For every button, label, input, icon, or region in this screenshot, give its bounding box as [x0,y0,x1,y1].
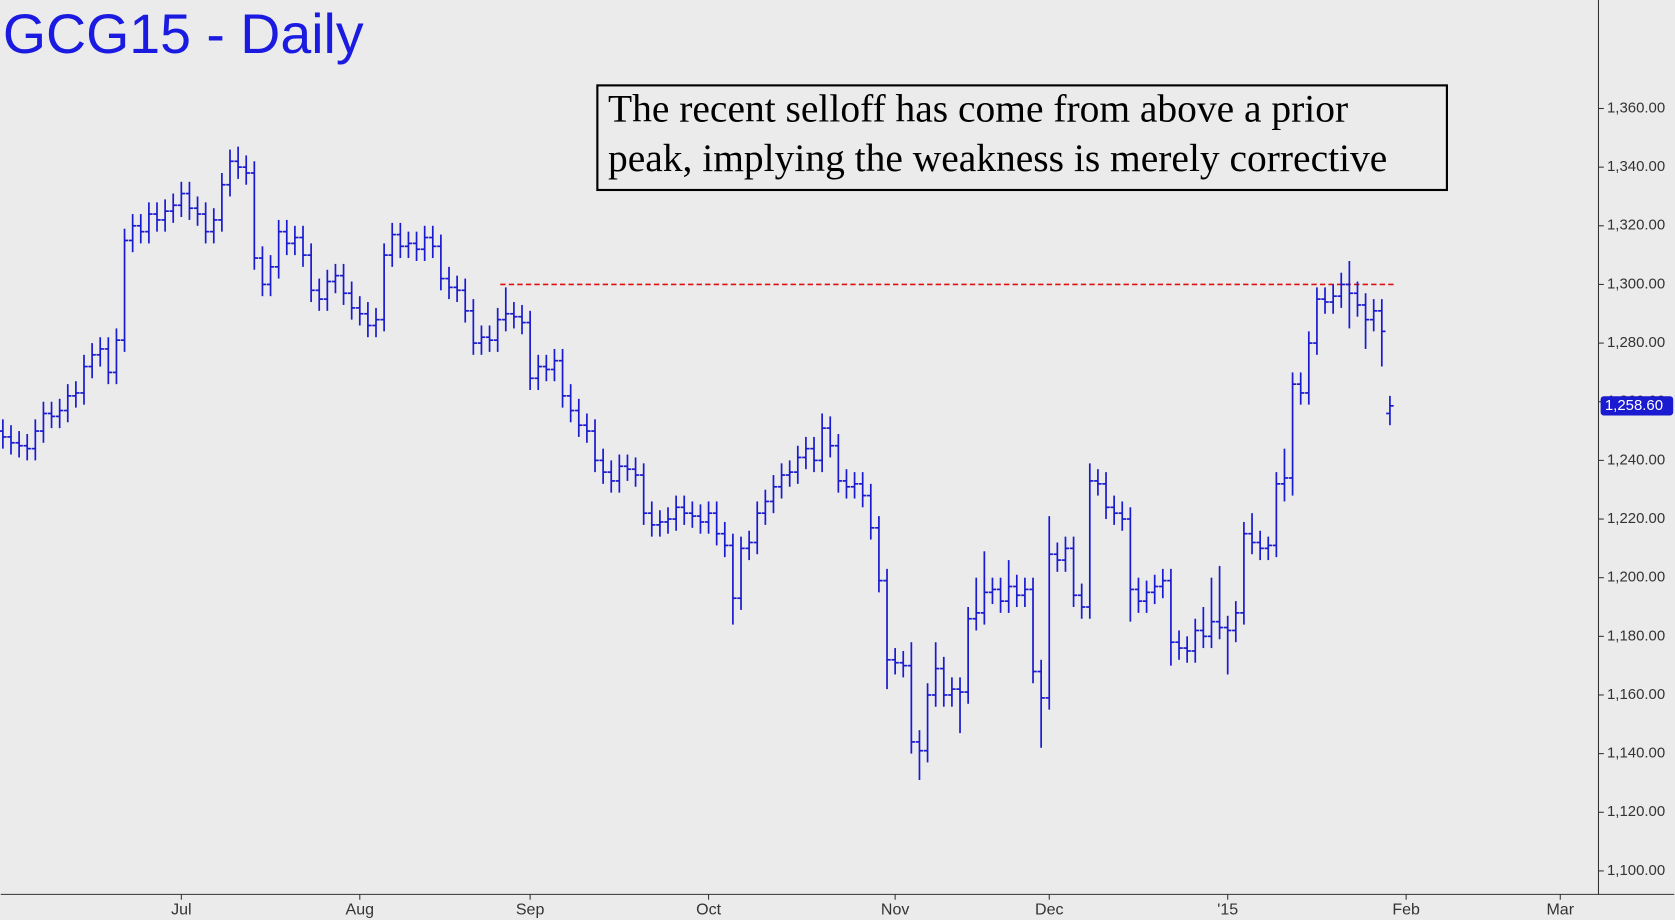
last-price-box [1600,396,1674,416]
y-tick-label: 1,200.00 [1607,569,1665,586]
annotation-box [596,84,1448,192]
annotation-line: peak, implying the weakness is merely co… [608,136,1387,180]
x-tick-label: Nov [881,902,909,919]
x-tick-label: Mar [1546,902,1574,919]
x-tick-label: Sep [516,902,545,919]
y-tick-label: 1,220.00 [1607,510,1665,527]
y-tick-label: 1,240.00 [1607,451,1665,468]
x-tick-label: '15 [1217,902,1238,919]
y-tick-label: 1,340.00 [1607,158,1665,175]
y-tick-label: 1,120.00 [1607,803,1665,820]
x-tick-label: Oct [696,902,721,919]
chart-title: GCG15 - Daily [3,3,364,65]
y-tick-label: 1,100.00 [1607,862,1665,879]
annotation-line: The recent selloff has come from above a… [608,87,1348,131]
x-tick-label: Aug [346,902,374,919]
y-tick-label: 1,320.00 [1607,217,1665,234]
y-tick-label: 1,180.00 [1607,627,1665,644]
last-price-label: 1,258.60 [1605,397,1663,414]
y-tick-label: 1,300.00 [1607,275,1665,292]
y-tick-label: 1,360.00 [1607,99,1665,116]
y-tick-label: 1,280.00 [1607,334,1665,351]
x-tick-label: Jul [171,902,191,919]
y-tick-label: 1,140.00 [1607,745,1665,762]
x-tick-label: Feb [1392,902,1420,919]
x-tick-label: Dec [1035,902,1063,919]
y-tick-label: 1,160.00 [1607,686,1665,703]
